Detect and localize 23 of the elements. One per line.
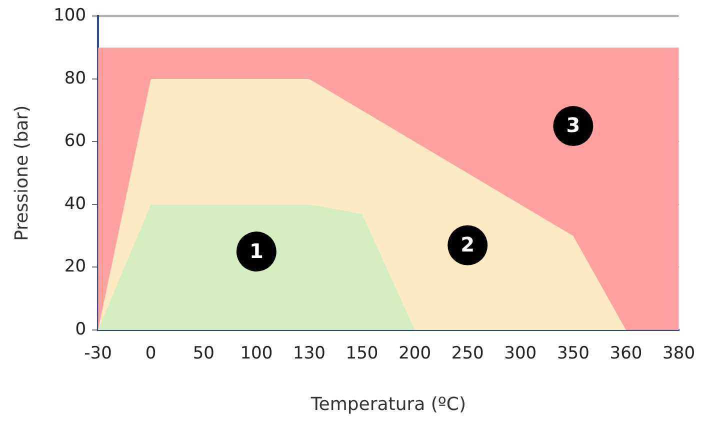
y-tick-label: 20: [64, 256, 86, 277]
annotation: 2: [460, 232, 475, 256]
x-axis-title: Temperatura (ºC): [310, 394, 466, 415]
y-tick-label: 100: [54, 6, 86, 26]
x-tick-label: 50: [192, 344, 214, 364]
annotation: 1: [249, 238, 264, 263]
y-tick-label: 80: [64, 68, 86, 88]
x-tick-label: 0: [145, 344, 156, 364]
x-tick-label: 150: [346, 344, 378, 364]
y-axis-title: Pressione (bar): [11, 105, 32, 241]
annotation: 3: [566, 113, 580, 138]
x-tick-label: 360: [610, 344, 642, 364]
x-tick-label: 250: [451, 344, 484, 364]
x-tick-label: 380: [662, 344, 696, 364]
x-tick-label: 350: [556, 344, 590, 364]
x-tick-label: -30: [84, 344, 112, 364]
x-tick-label: 200: [398, 344, 432, 364]
x-tick-label: 300: [504, 344, 537, 364]
x-tick-label: 100: [240, 344, 273, 364]
y-tick-label: 0: [75, 319, 86, 340]
y-tick-label: 40: [64, 194, 86, 214]
y-tick-label: 60: [64, 131, 86, 152]
x-tick-label: 130: [292, 344, 326, 364]
